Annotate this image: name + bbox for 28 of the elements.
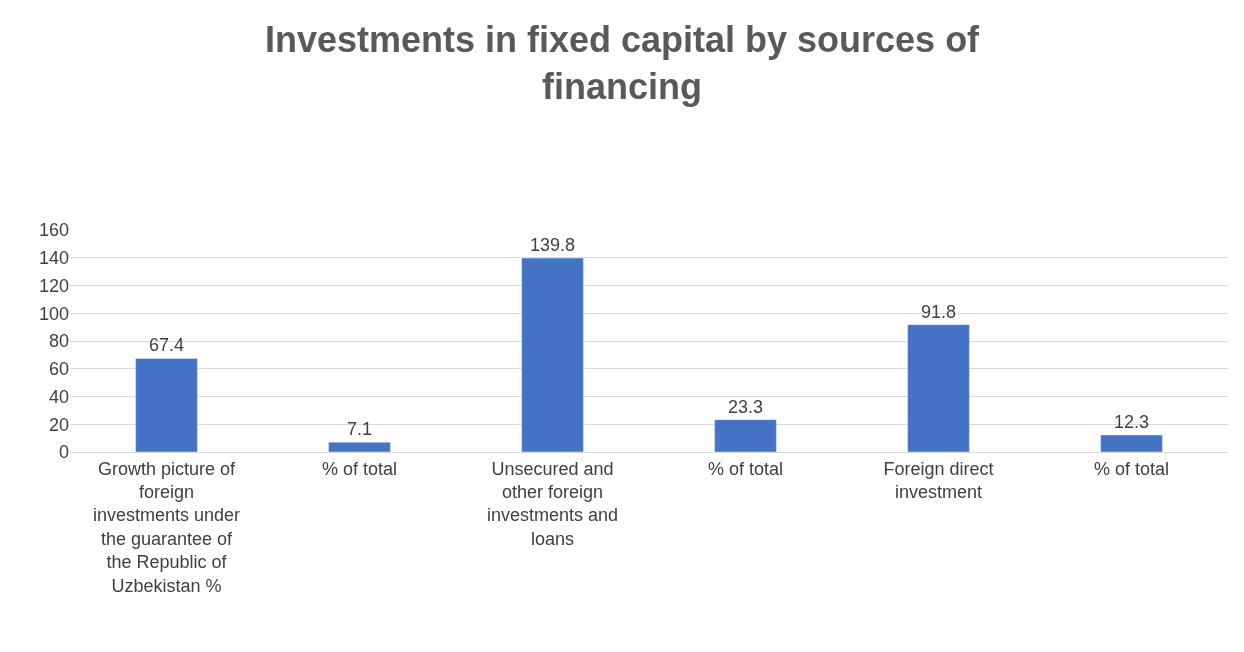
x-tick-label: Growth picture of foreign investments under the guarantee of the Republic of Uzbekistan %	[92, 458, 241, 596]
bar	[135, 358, 198, 452]
y-tick-label: 20	[48, 414, 69, 435]
x-tick-label: Unsecured and other foreign investments and loans	[486, 458, 619, 549]
data-label: 12.3	[1113, 411, 1150, 432]
data-label: 23.3	[727, 396, 764, 417]
data-label: 139.8	[529, 235, 576, 256]
y-tick-label: 120	[38, 275, 69, 296]
bar	[1100, 434, 1163, 452]
x-tick-label: Foreign direct investment	[883, 458, 994, 502]
bar	[521, 257, 584, 452]
x-tick-label: % of total	[1093, 458, 1170, 479]
data-label: 67.4	[148, 335, 185, 356]
y-tick-label: 60	[48, 359, 69, 380]
y-tick-label: 0	[58, 442, 69, 463]
y-tick-label: 40	[48, 386, 69, 407]
chart-title: Investments in fixed capital by sources of financing	[264, 19, 981, 107]
y-tick-label: 140	[38, 248, 69, 269]
data-label: 91.8	[920, 301, 957, 322]
bar	[714, 419, 777, 452]
bar	[328, 441, 391, 452]
y-tick-label: 80	[48, 331, 69, 352]
data-label: 7.1	[346, 419, 373, 440]
y-tick-label: 160	[38, 220, 69, 241]
y-tick-label: 100	[38, 303, 69, 324]
bar	[907, 324, 970, 452]
x-tick-label: % of total	[707, 458, 784, 479]
x-tick-label: % of total	[321, 458, 398, 479]
